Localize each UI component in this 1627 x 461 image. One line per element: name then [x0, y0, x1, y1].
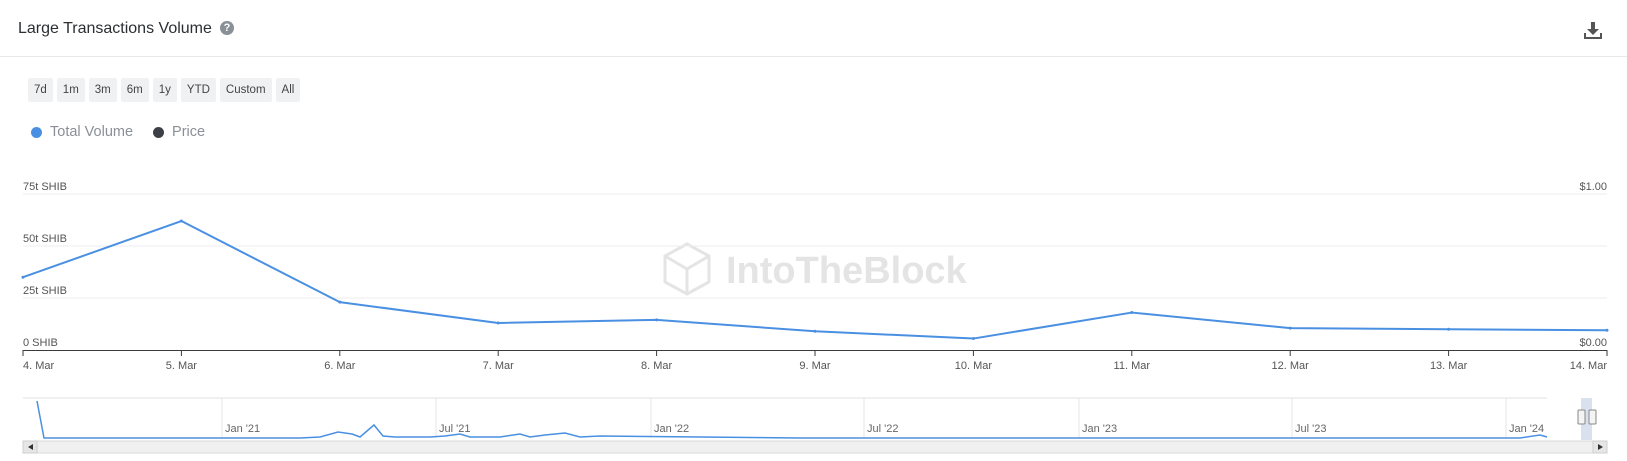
- navigator-tick-label: Jul '23: [1295, 423, 1326, 435]
- navigator-tick-label: Jan '23: [1082, 423, 1117, 435]
- navigator-tick-label: Jul '21: [439, 423, 470, 435]
- range-button-7d[interactable]: 7d: [28, 78, 53, 102]
- navigator-tick-label: Jan '22: [654, 423, 689, 435]
- legend-dot-price: [153, 126, 165, 138]
- x-axis-tick-label: 5. Mar: [166, 360, 198, 372]
- y2-axis-tick-label: $1.00: [1579, 181, 1607, 193]
- range-button-6m[interactable]: 6m: [120, 78, 149, 102]
- data-point: [971, 337, 975, 341]
- x-axis-tick-label: 13. Mar: [1430, 360, 1468, 372]
- watermark-logo-icon: [663, 242, 711, 296]
- data-point: [338, 300, 342, 304]
- data-point: [21, 275, 25, 279]
- range-button-1m[interactable]: 1m: [56, 78, 85, 102]
- navigator-tick-label: Jan '21: [225, 423, 260, 435]
- navigator-tick-label: Jul '22: [867, 423, 898, 435]
- navigator-selected-range: [1581, 398, 1592, 440]
- data-point: [1605, 328, 1609, 332]
- legend-item-price[interactable]: Price: [153, 124, 205, 140]
- x-axis-tick-label: 8. Mar: [641, 360, 673, 372]
- y-axis-tick-label: 25t SHIB: [23, 285, 67, 297]
- scroll-right-button: [1592, 440, 1608, 454]
- x-axis-tick-label: 7. Mar: [483, 360, 515, 372]
- range-button-custom[interactable]: Custom: [219, 78, 272, 102]
- x-axis-tick-label: 11. Mar: [1114, 360, 1151, 372]
- series-line-total-volume: [22, 220, 1608, 340]
- data-point: [1130, 311, 1134, 315]
- y-axis-tick-label: 0 SHIB: [23, 337, 58, 349]
- card-header: Large Transactions Volume ?: [0, 0, 1627, 57]
- x-axis-tick-label: 9. Mar: [799, 360, 831, 372]
- x-axis-tick-label: 6. Mar: [324, 360, 356, 372]
- data-point: [1447, 327, 1451, 331]
- x-axis-tick-label: 14. Mar: [1570, 360, 1608, 372]
- x-axis-tick-label: 12. Mar: [1272, 360, 1310, 372]
- navigator-tick-label: Jan '24: [1509, 423, 1544, 435]
- navigator-handle-right: [1588, 409, 1597, 425]
- watermark: IntoTheBlock: [663, 242, 968, 296]
- data-point: [1288, 326, 1292, 330]
- y2-axis-tick-label: $0.00: [1579, 337, 1607, 349]
- data-point: [655, 318, 659, 322]
- question-circle-icon[interactable]: ?: [220, 21, 234, 35]
- chevron-right-icon: [1598, 444, 1603, 450]
- legend-label-total-volume: Total Volume: [50, 124, 134, 140]
- data-point: [179, 219, 183, 223]
- chart-title: Large Transactions Volume: [18, 20, 212, 37]
- legend-label-price: Price: [172, 124, 206, 140]
- chart-legend: Total Volume Price: [31, 124, 205, 140]
- legend-dot-total-volume: [31, 126, 42, 138]
- watermark-text: IntoTheBlock: [726, 250, 968, 292]
- range-button-ytd[interactable]: YTD: [180, 78, 216, 102]
- y-axis-tick-label: 50t SHIB: [23, 233, 67, 245]
- range-button-all[interactable]: All: [275, 78, 301, 102]
- range-button-3m[interactable]: 3m: [88, 78, 117, 102]
- x-axis-tick-label: 10. Mar: [955, 360, 993, 372]
- data-point: [813, 329, 817, 333]
- legend-item-total-volume[interactable]: Total Volume: [31, 124, 133, 140]
- range-selector: 7d 1m 3m 6m 1y YTD Custom All: [28, 78, 301, 102]
- range-button-1y[interactable]: 1y: [152, 78, 177, 102]
- navigator-handle-left: [1577, 409, 1586, 425]
- y-axis-tick-label: 75t SHIB: [23, 181, 67, 193]
- scroll-left-button: [22, 440, 38, 454]
- data-point: [496, 321, 500, 325]
- download-icon[interactable]: [1583, 20, 1603, 40]
- chevron-left-icon: [28, 444, 33, 450]
- navigator-series-line: [36, 400, 1548, 439]
- navigator-scrollbar-track: [22, 440, 1608, 454]
- x-axis-tick-label: 4. Mar: [23, 360, 55, 372]
